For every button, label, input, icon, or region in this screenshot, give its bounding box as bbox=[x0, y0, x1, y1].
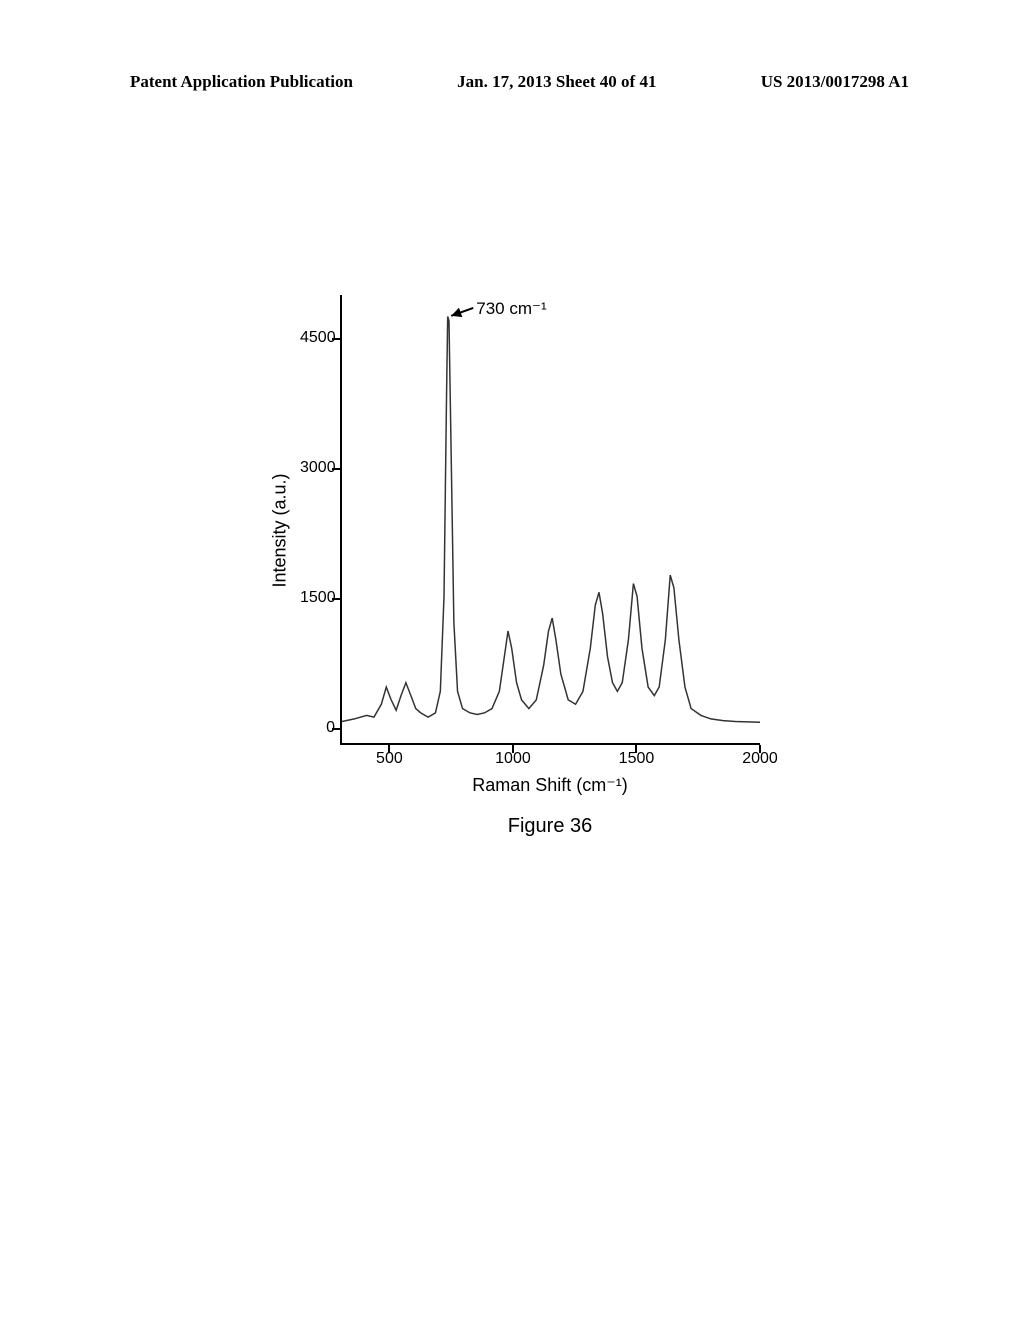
x-tick-label: 1500 bbox=[619, 750, 655, 768]
x-tick-label: 500 bbox=[376, 750, 403, 768]
chart-plot-area bbox=[340, 295, 760, 745]
y-axis-title: Intensity (a.u.) bbox=[270, 473, 291, 587]
annotation-arrow-icon bbox=[342, 295, 760, 743]
header-left: Patent Application Publication bbox=[130, 72, 353, 92]
header-center: Jan. 17, 2013 Sheet 40 of 41 bbox=[457, 72, 656, 92]
header-right: US 2013/0017298 A1 bbox=[761, 72, 909, 92]
x-tick-label: 2000 bbox=[742, 750, 778, 768]
page-header: Patent Application Publication Jan. 17, … bbox=[0, 72, 1024, 92]
figure-caption: Figure 36 bbox=[508, 815, 593, 838]
raman-chart: 0150030004500 500100015002000 Intensity … bbox=[270, 295, 770, 815]
y-tick-label: 3000 bbox=[300, 459, 335, 477]
x-tick-label: 1000 bbox=[495, 750, 531, 768]
y-tick-label: 4500 bbox=[300, 329, 335, 347]
peak-annotation: 730 cm⁻¹ bbox=[476, 299, 546, 319]
y-tick-label: 1500 bbox=[300, 589, 335, 607]
y-tick-label: 0 bbox=[300, 719, 335, 737]
x-axis-title: Raman Shift (cm⁻¹) bbox=[472, 775, 628, 796]
